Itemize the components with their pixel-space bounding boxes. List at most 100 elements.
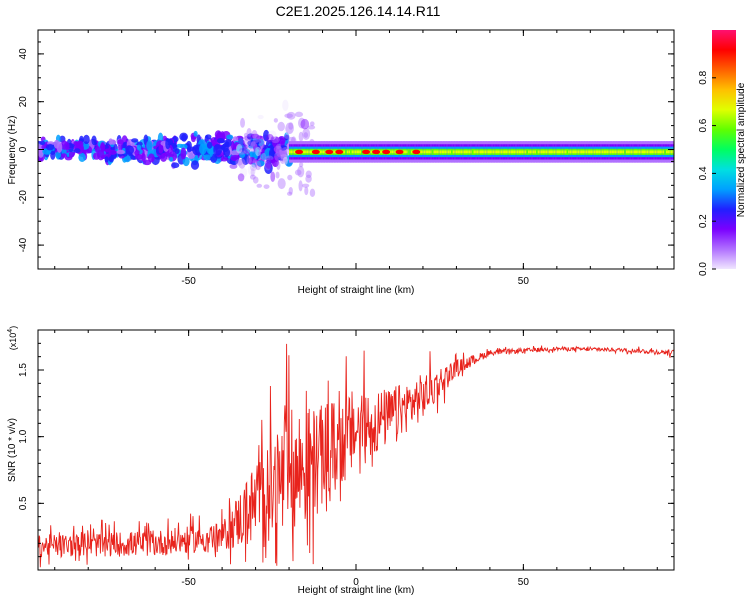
heatmap-band-cell <box>654 150 657 154</box>
heatmap-blob <box>284 133 290 139</box>
heatmap-band-cell <box>468 150 471 154</box>
heatmap-band-cell <box>629 150 632 154</box>
heatmap-band-cell <box>662 150 665 154</box>
heatmap-band-cell <box>665 150 669 154</box>
snr-multiplier: (x104) <box>7 326 18 350</box>
heatmap-blob <box>309 188 316 197</box>
heatmap-band-cell <box>569 150 572 154</box>
heatmap-band-cell <box>651 150 654 154</box>
heatmap-blob <box>274 148 279 154</box>
heatmap-blob <box>239 147 246 153</box>
heatmap-blob <box>252 133 261 144</box>
heatmap-band-cell <box>495 150 499 154</box>
heatmap-band-cell <box>601 150 605 154</box>
heatmap-band-cell <box>470 150 473 154</box>
heatmap-band-cell <box>454 150 457 154</box>
heatmap-blob <box>277 178 286 190</box>
heatmap-blob <box>284 126 293 135</box>
heatmap-band-cell <box>579 150 582 154</box>
heatmap-band-cell <box>640 150 643 154</box>
snr-ytick-label: 0.5 <box>18 496 29 510</box>
heatmap-blob <box>305 170 312 179</box>
heatmap-band-cell <box>635 150 638 154</box>
heatmap-band-cell <box>531 150 534 154</box>
heatmap-blob <box>287 174 293 181</box>
heatmap-blob <box>240 117 245 128</box>
heatmap-blob <box>263 184 270 189</box>
snr-multiplier-close: ) <box>8 326 18 329</box>
heatmap-band-cell <box>536 150 539 154</box>
heatmap-blob <box>309 121 315 127</box>
heatmap-blob <box>284 113 293 118</box>
heatmap-blob <box>249 164 258 172</box>
heatmap-blob <box>68 151 74 158</box>
heatmap-blob <box>263 129 270 142</box>
heatmap-blob <box>147 153 155 163</box>
heatmap-blob <box>190 134 196 143</box>
heatmap-band-cell <box>580 150 584 154</box>
heatmap-band-cell <box>410 150 414 154</box>
heatmap-band-cell <box>479 150 483 154</box>
heatmap-blob <box>271 136 280 144</box>
heatmap-blob <box>251 162 257 168</box>
heatmap-blob <box>242 144 248 150</box>
heatmap-band-cell <box>322 150 325 154</box>
heatmap-xtick-label: -50 <box>181 276 196 287</box>
heatmap-blob <box>206 141 213 149</box>
heatmap-blob <box>243 144 251 155</box>
heatmap-blob <box>301 183 310 188</box>
heatmap-blob <box>264 162 273 174</box>
heatmap-blob <box>64 142 70 151</box>
heatmap-band-cell <box>637 150 640 154</box>
colorbar-axis: 0.0 0.2 0.4 0.6 0.8 <box>698 70 716 276</box>
heatmap-blob <box>117 139 124 145</box>
heatmap-band-cell <box>611 150 614 154</box>
snr-xlabel: Height of straight line (km) <box>298 585 415 596</box>
heatmap-band-cell <box>561 150 564 154</box>
heatmap-blob <box>270 171 276 182</box>
heatmap-band-cell <box>595 150 598 154</box>
heatmap-blob <box>220 157 228 162</box>
heatmap-band-cell <box>455 150 459 154</box>
colorbar-label: Normalized spectral amplitude <box>736 82 747 217</box>
heatmap-band-cell <box>293 150 297 154</box>
heatmap-band-cell <box>343 150 346 154</box>
heatmap-blob <box>174 148 180 155</box>
snr-xtick-label: 50 <box>518 577 530 588</box>
colorbar-tick-label: 0.2 <box>698 214 709 228</box>
heatmap-blob <box>56 141 63 153</box>
heatmap-band-cell <box>305 150 308 154</box>
heatmap-band-cell <box>478 150 481 154</box>
heatmap-band-cell <box>625 150 629 154</box>
heatmap-band-cell <box>308 150 311 154</box>
heatmap-band-cell <box>451 150 454 154</box>
heatmap-band-cell <box>491 150 494 154</box>
heatmap-blob <box>257 114 264 120</box>
heatmap-layer <box>38 99 674 197</box>
heatmap-blob <box>256 160 265 167</box>
heatmap-blob <box>264 160 271 171</box>
heatmap-hotspot <box>362 149 371 155</box>
heatmap-band-cell <box>447 150 451 154</box>
heatmap-blob <box>298 131 304 142</box>
heatmap-band-cell <box>356 150 359 154</box>
heatmap-band-cell <box>475 150 478 154</box>
heatmap-hotspot <box>382 149 391 155</box>
heatmap-blob <box>274 151 281 161</box>
heatmap-blob <box>261 152 267 161</box>
heatmap-band-cell <box>568 150 571 154</box>
heatmap-band-cell <box>436 150 439 154</box>
heatmap-band-cell <box>646 150 649 154</box>
heatmap-band-cell <box>407 150 410 154</box>
heatmap-band-cell <box>523 150 526 154</box>
heatmap-blob <box>213 144 223 156</box>
heatmap-band-cell <box>638 150 641 154</box>
heatmap-band-cell <box>555 150 558 154</box>
heatmap-band-cell <box>539 150 542 154</box>
heatmap-blob <box>299 162 304 168</box>
heatmap-blob <box>237 136 244 147</box>
heatmap-band-cell <box>560 150 563 154</box>
heatmap-band-cell <box>406 150 409 154</box>
heatmap-band-cell <box>289 150 292 154</box>
